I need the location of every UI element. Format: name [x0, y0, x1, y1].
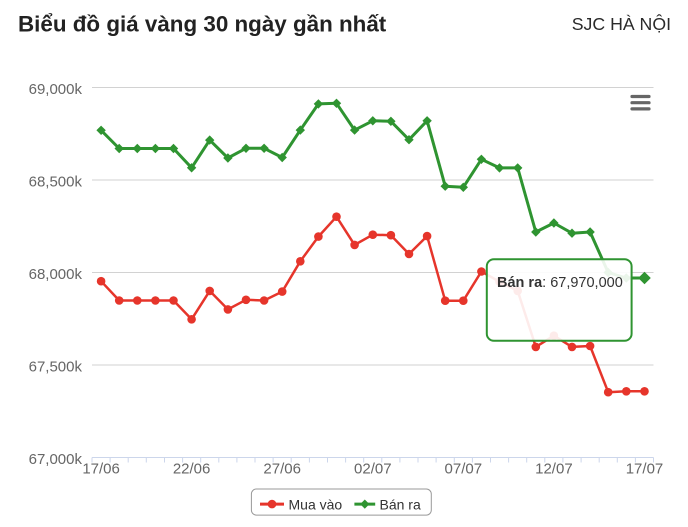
svg-text:67,500k: 67,500k — [29, 358, 83, 375]
svg-text:69,000k: 69,000k — [29, 81, 83, 98]
svg-text:12/07: 12/07 — [535, 461, 573, 478]
svg-text:Bán ra: Bán ra — [380, 496, 421, 512]
svg-text:SJC HÀ NỘI: SJC HÀ NỘI — [572, 13, 671, 34]
svg-text:07/07: 07/07 — [445, 461, 483, 478]
svg-text:17/07: 17/07 — [626, 461, 664, 478]
svg-text:68,000k: 68,000k — [29, 266, 83, 283]
svg-text:Mua vào: Mua vào — [289, 496, 343, 512]
svg-text:Bán ra: 67,970,000: Bán ra: 67,970,000 — [497, 275, 623, 291]
svg-text:Biểu đồ giá vàng 30 ngày gần n: Biểu đồ giá vàng 30 ngày gần nhất — [18, 11, 387, 36]
svg-text:68,500k: 68,500k — [29, 173, 83, 190]
svg-text:22/06: 22/06 — [173, 461, 211, 478]
svg-text:67,000k: 67,000k — [29, 451, 83, 468]
svg-text:17/06: 17/06 — [82, 461, 120, 478]
svg-text:27/06: 27/06 — [263, 461, 301, 478]
svg-text:02/07: 02/07 — [354, 461, 392, 478]
